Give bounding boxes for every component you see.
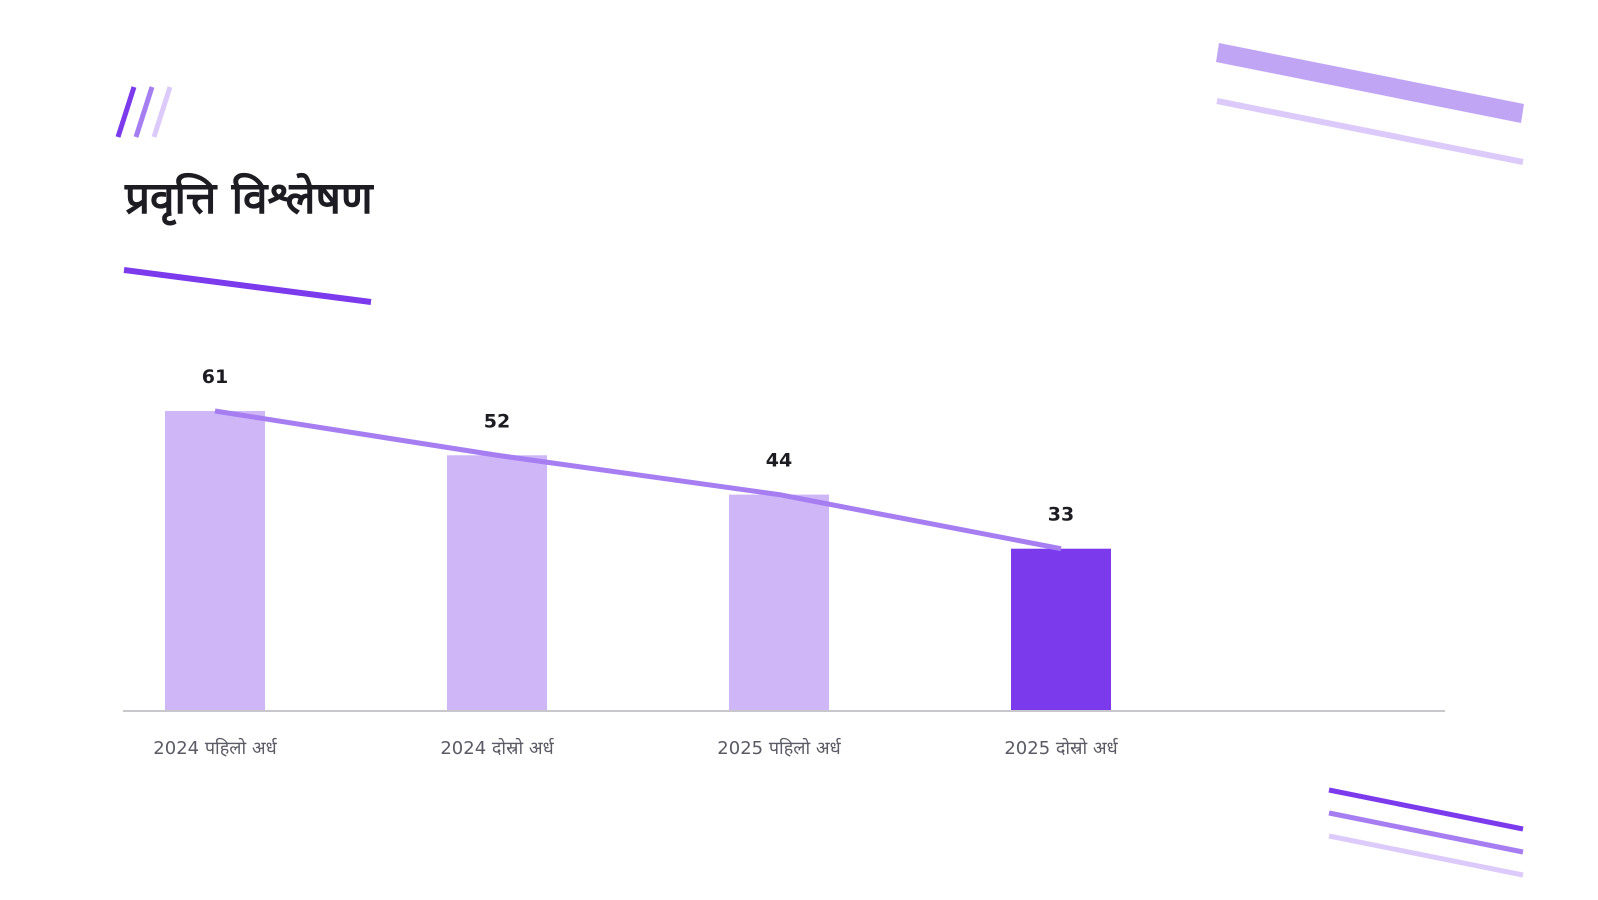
stripe-decoration xyxy=(1328,833,1524,878)
bar-3 xyxy=(729,494,829,711)
x-tick-label-1: 2024 पहिलो अर्ध xyxy=(153,737,277,759)
stripe-decoration xyxy=(1328,810,1524,855)
bar-4 xyxy=(1011,548,1111,711)
bar-group xyxy=(165,411,1111,711)
band-decoration xyxy=(1216,43,1524,123)
band-decoration xyxy=(1216,98,1524,165)
page-title: प्रवृत्ति विश्लेषण xyxy=(125,173,373,224)
x-tick-label-3: 2025 पहिलो अर्ध xyxy=(717,737,841,759)
title-underline xyxy=(123,267,372,305)
x-tick-group: 2024 पहिलो अर्ध 2024 दोस्रो अर्ध 2025 पहिल… xyxy=(153,737,1118,759)
slash-decoration xyxy=(133,86,155,138)
data-label-4: 33 xyxy=(1048,504,1074,526)
stripe-decoration xyxy=(1328,787,1524,832)
data-label-2: 52 xyxy=(484,410,510,432)
trend-line xyxy=(214,408,1062,552)
data-label-3: 44 xyxy=(766,450,792,472)
slash-decoration xyxy=(115,86,137,138)
data-label-group: 61 52 44 33 xyxy=(202,366,1074,526)
x-tick-label-4: 2025 दोस्रो अर्ध xyxy=(1004,737,1118,759)
data-label-1: 61 xyxy=(202,366,228,388)
bar-1 xyxy=(165,411,265,711)
x-tick-label-2: 2024 दोस्रो अर्ध xyxy=(440,737,554,759)
bar-2 xyxy=(447,455,547,711)
slash-decoration xyxy=(151,86,173,138)
